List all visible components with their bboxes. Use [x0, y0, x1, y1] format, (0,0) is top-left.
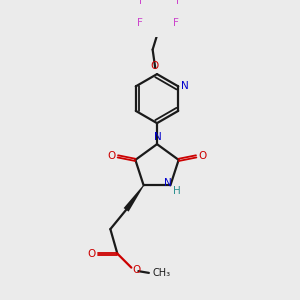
- Text: H: H: [172, 186, 180, 196]
- Text: F: F: [136, 18, 142, 28]
- Text: O: O: [88, 249, 96, 259]
- Polygon shape: [124, 185, 144, 212]
- Text: F: F: [139, 0, 145, 6]
- Text: N: N: [154, 132, 162, 142]
- Text: O: O: [150, 61, 158, 71]
- Text: O: O: [198, 152, 206, 161]
- Text: F: F: [176, 0, 182, 6]
- Text: O: O: [108, 152, 116, 161]
- Text: CH₃: CH₃: [152, 268, 170, 278]
- Text: N: N: [182, 81, 189, 92]
- Text: N: N: [164, 178, 172, 188]
- Text: O: O: [133, 265, 141, 275]
- Text: F: F: [173, 18, 179, 28]
